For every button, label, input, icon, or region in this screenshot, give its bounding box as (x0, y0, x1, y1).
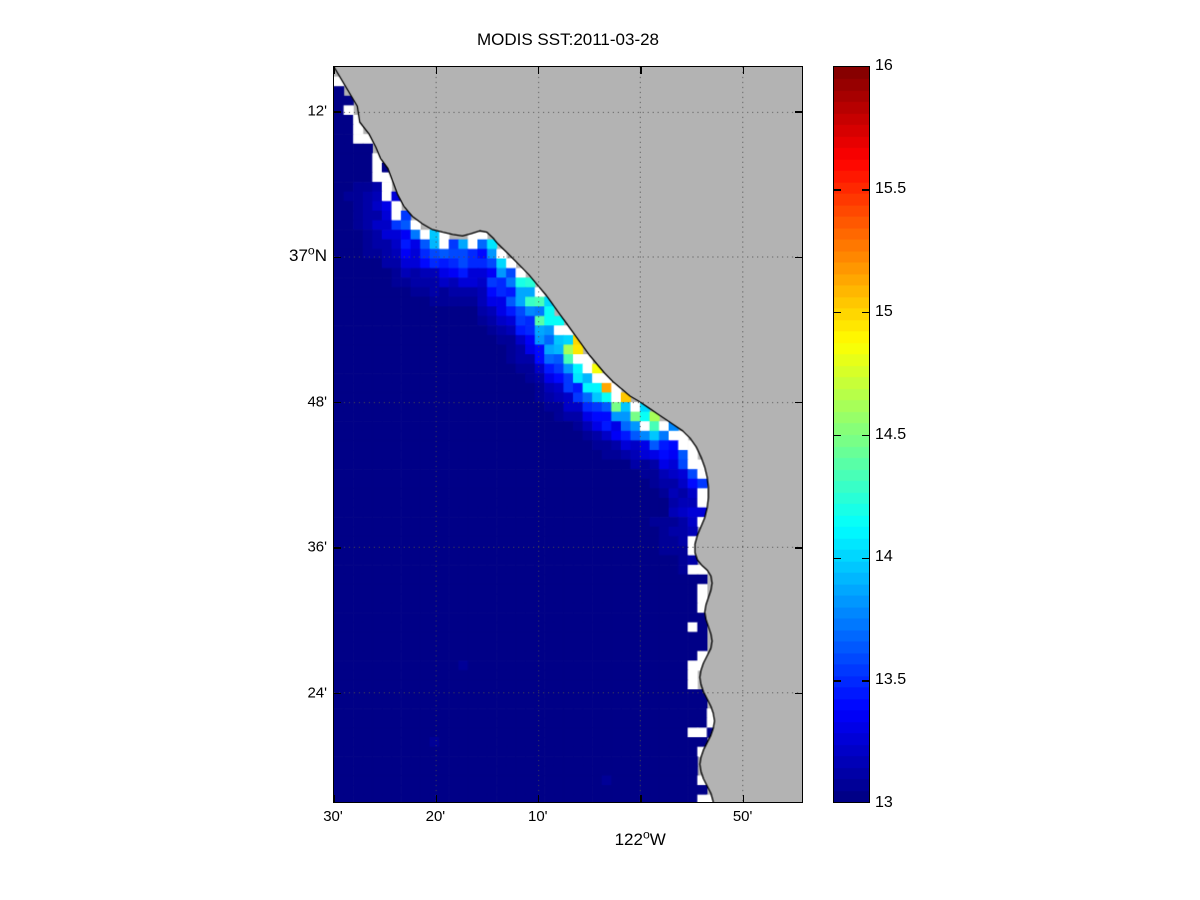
y-tickmark (795, 256, 802, 259)
colorbar-tick-16: 16 (875, 57, 893, 74)
colorbar-tickmark (862, 557, 869, 560)
y-tick-label: 12' (307, 102, 327, 120)
x-tickmark (538, 67, 540, 74)
colorbar-tick-14: 14 (875, 548, 893, 566)
x-tickmark (640, 795, 642, 802)
y-tickmark (795, 402, 802, 404)
sst-heatmap (334, 67, 802, 802)
colorbar-tickmark (862, 680, 869, 682)
colorbar-tickmark (862, 311, 869, 314)
x-tick-label: 50' (732, 808, 753, 825)
y-tickmark (795, 692, 802, 695)
y-tickmark (334, 256, 341, 259)
x-tickmark (538, 795, 540, 802)
y-tickmark (334, 692, 341, 695)
colorbar-tickmark (862, 189, 869, 191)
colorbar-tickmark (834, 434, 841, 437)
x-tick-label: 10' (527, 808, 548, 825)
colorbar-tickmark (862, 434, 869, 437)
colorbar-tickmark (834, 311, 841, 314)
colorbar-tick-14-5: 14.5 (875, 425, 907, 443)
x-tick-label: 30' (323, 808, 343, 825)
x-tickmark (334, 67, 335, 74)
colorbar-tick-15-5: 15.5 (875, 179, 907, 197)
x-tickmark (435, 795, 438, 802)
x-tickmark (742, 67, 745, 74)
y-tickmark (334, 111, 341, 113)
colorbar-tickmark (834, 680, 841, 682)
x-axis-ticklabels: 30' 20' 10' 122oW 50' (323, 808, 803, 858)
page-title: MODIS SST:2011-03-28 (476, 30, 660, 49)
x-tick-label: 122oW (614, 827, 666, 849)
y-tickmark (334, 402, 341, 404)
y-tickmark (795, 547, 802, 549)
colorbar-tick-13-5: 13.5 (875, 671, 907, 689)
x-tickmark (640, 67, 642, 74)
x-tickmark (742, 795, 745, 802)
y-tick-label: 24' (307, 684, 327, 702)
x-tick-label: 20' (425, 808, 446, 825)
y-tick-label: 37oN (288, 243, 327, 266)
colorbar-tick-15: 15 (875, 302, 893, 320)
colorbar-tickmark (834, 557, 841, 560)
y-tick-label: 36' (307, 538, 327, 556)
colorbar-tickmark (834, 189, 841, 191)
y-axis-ticklabels: 12' 37oN 48' 36' 24' (200, 66, 333, 803)
y-tickmark (334, 547, 341, 549)
colorbar[interactable] (833, 66, 870, 803)
x-tickmark (435, 67, 438, 74)
colorbar-ticklabels: 16 15.5 15 14.5 14 13.5 13 (875, 57, 945, 811)
y-tick-label: 48' (307, 393, 327, 411)
colorbar-tick-13: 13 (875, 794, 893, 811)
x-tickmark (334, 795, 335, 802)
map-axes[interactable] (333, 66, 803, 803)
y-tickmark (795, 111, 802, 113)
